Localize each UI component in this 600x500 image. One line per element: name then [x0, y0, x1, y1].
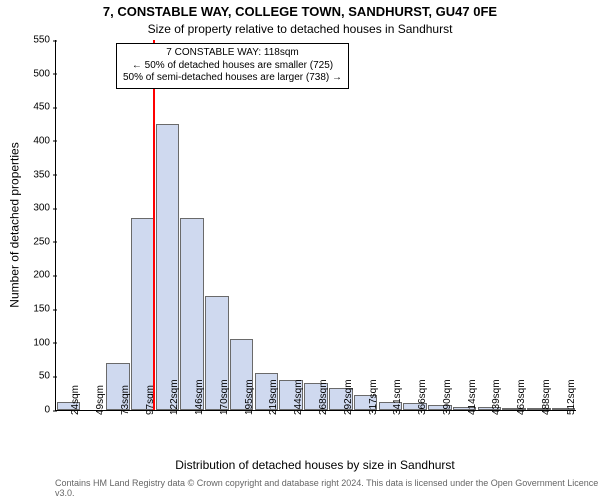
- y-tick: 300: [33, 203, 56, 214]
- x-tick: 488sqm: [541, 379, 552, 415]
- x-tick: 170sqm: [219, 379, 230, 415]
- y-tick: 400: [33, 135, 56, 146]
- histogram-bar: [131, 218, 155, 410]
- property-marker-line: [153, 40, 155, 410]
- chart-container: { "chart": { "type": "histogram", "title…: [0, 0, 600, 500]
- y-tick: 50: [39, 371, 56, 382]
- y-tick: 450: [33, 102, 56, 113]
- y-tick: 100: [33, 337, 56, 348]
- annotation-line: ← 50% of detached houses are smaller (72…: [123, 60, 342, 73]
- y-tick: 200: [33, 270, 56, 281]
- x-tick: 24sqm: [70, 385, 81, 415]
- plot-area: 05010015020025030035040045050055024sqm49…: [55, 40, 576, 411]
- y-tick: 500: [33, 68, 56, 79]
- annotation-line: 7 CONSTABLE WAY: 118sqm: [123, 47, 342, 60]
- x-tick: 341sqm: [392, 379, 403, 415]
- x-tick: 317sqm: [368, 379, 379, 415]
- x-tick: 268sqm: [318, 379, 329, 415]
- y-axis-label-text: Number of detached properties: [8, 142, 22, 307]
- x-tick: 49sqm: [95, 385, 106, 415]
- x-tick: 146sqm: [194, 379, 205, 415]
- histogram-bar: [156, 124, 180, 410]
- annotation-line: 50% of semi-detached houses are larger (…: [123, 72, 342, 85]
- y-tick: 550: [33, 35, 56, 46]
- x-tick: 439sqm: [491, 379, 502, 415]
- y-axis-label: Number of detached properties: [8, 40, 22, 410]
- chart-title: 7, CONSTABLE WAY, COLLEGE TOWN, SANDHURS…: [0, 4, 600, 19]
- y-tick: 350: [33, 169, 56, 180]
- x-tick: 414sqm: [467, 379, 478, 415]
- y-tick: 150: [33, 304, 56, 315]
- x-tick: 366sqm: [417, 379, 428, 415]
- x-tick: 292sqm: [343, 379, 354, 415]
- x-tick: 244sqm: [293, 379, 304, 415]
- x-axis-label: Distribution of detached houses by size …: [55, 458, 575, 472]
- annotation-box: 7 CONSTABLE WAY: 118sqm← 50% of detached…: [116, 43, 349, 89]
- attribution-text: Contains HM Land Registry data © Crown c…: [55, 478, 600, 498]
- x-tick: 390sqm: [442, 379, 453, 415]
- x-tick: 463sqm: [516, 379, 527, 415]
- x-tick: 219sqm: [268, 379, 279, 415]
- x-tick: 122sqm: [169, 379, 180, 415]
- y-tick: 0: [44, 405, 56, 416]
- chart-subtitle: Size of property relative to detached ho…: [0, 22, 600, 36]
- x-tick: 73sqm: [120, 385, 131, 415]
- y-tick: 250: [33, 236, 56, 247]
- x-tick: 195sqm: [244, 379, 255, 415]
- x-tick: 512sqm: [566, 379, 577, 415]
